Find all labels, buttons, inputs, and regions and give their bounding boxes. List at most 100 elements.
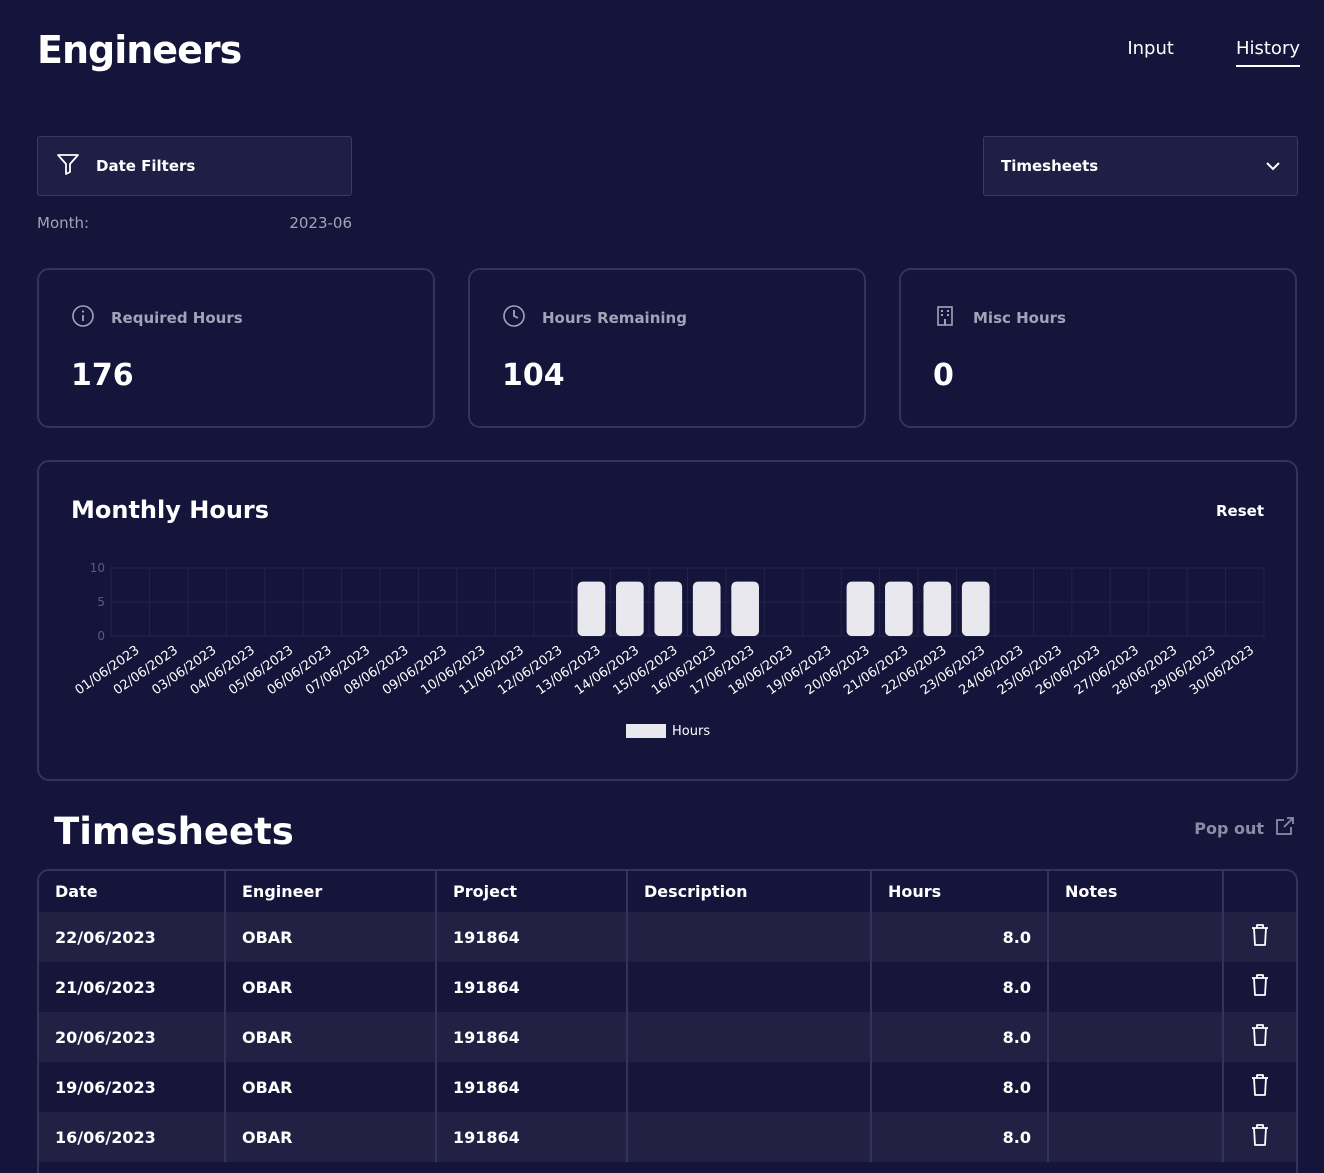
y-tick-label: 0	[97, 629, 105, 643]
bar	[923, 581, 952, 636]
table-row[interactable]: 22/06/2023 OBAR 191864 8.0	[39, 912, 1296, 962]
cell-actions	[1223, 912, 1296, 962]
cell-description	[627, 912, 872, 962]
cell-date: 16/06/2023	[39, 1112, 226, 1162]
cell-date: 22/06/2023	[39, 912, 226, 962]
stat-value: 176	[71, 358, 134, 393]
bar	[692, 581, 721, 636]
trash-icon[interactable]	[1250, 923, 1270, 951]
cell-notes	[1048, 1062, 1224, 1112]
app-title: Engineers	[37, 28, 242, 72]
cell-actions	[1223, 1012, 1296, 1062]
cell-hours: 8.0	[871, 1112, 1049, 1162]
month-value: 2023-06	[289, 214, 352, 232]
bar	[961, 581, 990, 636]
cell-description	[627, 1062, 872, 1112]
y-tick-label: 5	[97, 595, 105, 609]
bar	[846, 581, 875, 636]
stat-card-hours-remaining: Hours Remaining 104	[468, 268, 866, 428]
monthly-hours-chart: 051001/06/202302/06/202303/06/202304/06/…	[73, 561, 1265, 739]
y-tick-label: 10	[90, 561, 105, 575]
cell-actions	[1223, 962, 1296, 1012]
timesheets-title: Timesheets	[54, 810, 294, 853]
column-header-date[interactable]: Date	[39, 871, 226, 912]
bar	[654, 581, 683, 636]
cell-engineer: OBAR	[225, 912, 437, 962]
top-nav: Input History	[1127, 38, 1300, 67]
column-header-hours[interactable]: Hours	[871, 871, 1049, 912]
column-header-engineer[interactable]: Engineer	[225, 871, 437, 912]
stat-card-misc-hours: Misc Hours 0	[899, 268, 1297, 428]
legend-swatch	[626, 724, 666, 738]
cell-project: 191864	[436, 962, 628, 1012]
table-row[interactable]: 19/06/2023 OBAR 191864 8.0	[39, 1062, 1296, 1112]
bar	[731, 581, 759, 636]
cell-engineer: OBAR	[225, 1062, 437, 1112]
date-filters-label: Date Filters	[96, 157, 196, 175]
trash-icon[interactable]	[1250, 1023, 1270, 1051]
clock-icon	[502, 304, 526, 332]
cell-date: 21/06/2023	[39, 962, 226, 1012]
monthly-hours-panel: 0 5 10 01/06/2023 02/06/2023 03/06/2023 04/06/…	[37, 460, 1298, 781]
stat-value: 0	[933, 358, 954, 393]
view-select-value: Timesheets	[1001, 157, 1099, 175]
bar	[577, 581, 606, 636]
stat-card-required-hours: Required Hours 176	[37, 268, 435, 428]
cell-hours: 8.0	[871, 962, 1049, 1012]
trash-icon[interactable]	[1250, 1073, 1270, 1101]
stat-label: Misc Hours	[973, 309, 1066, 327]
nav-input[interactable]: Input	[1127, 38, 1174, 59]
filter-icon	[56, 153, 80, 179]
table-row[interactable]: 21/06/2023 OBAR 191864 8.0	[39, 962, 1296, 1012]
cell-notes	[1048, 1112, 1224, 1162]
cell-hours: 8.0	[871, 912, 1049, 962]
cell-date: 20/06/2023	[39, 1012, 226, 1062]
cell-project: 191864	[436, 1012, 628, 1062]
cell-description	[627, 962, 872, 1012]
chevron-down-icon	[1265, 157, 1281, 175]
cell-notes	[1048, 962, 1224, 1012]
column-header-description[interactable]: Description	[627, 871, 872, 912]
cell-description	[627, 1012, 872, 1062]
cell-hours: 8.0	[871, 1062, 1049, 1112]
table-row[interactable]: 20/06/2023 OBAR 191864 8.0	[39, 1012, 1296, 1062]
bar	[616, 581, 644, 636]
cell-hours: 8.0	[871, 1012, 1049, 1062]
legend-label: Hours	[672, 724, 710, 739]
popout-label: Pop out	[1194, 818, 1264, 838]
cell-engineer: OBAR	[225, 962, 437, 1012]
nav-history[interactable]: History	[1235, 38, 1300, 67]
table-row[interactable]: 16/06/2023 OBAR 191864 8.0	[39, 1112, 1296, 1162]
cell-project: 191864	[436, 912, 628, 962]
stat-label: Hours Remaining	[542, 309, 687, 327]
timesheets-table: Date Engineer Project Description Hours …	[37, 869, 1298, 1173]
info-icon	[71, 304, 95, 332]
stat-label: Required Hours	[111, 309, 243, 327]
cell-engineer: OBAR	[225, 1012, 437, 1062]
cell-project: 191864	[436, 1112, 628, 1162]
cell-notes	[1048, 912, 1224, 962]
chart-title: Monthly Hours	[71, 496, 270, 524]
cell-notes	[1048, 1012, 1224, 1062]
cell-project: 191864	[436, 1062, 628, 1112]
popout-button[interactable]: Pop out	[1194, 815, 1296, 841]
column-header-notes[interactable]: Notes	[1048, 871, 1224, 912]
table-header-row: Date Engineer Project Description Hours …	[39, 871, 1296, 912]
view-select[interactable]: Timesheets	[983, 136, 1298, 196]
column-header-project[interactable]: Project	[436, 871, 628, 912]
external-link-icon	[1274, 815, 1296, 841]
month-row: Month: 2023-06	[37, 214, 352, 232]
reset-button[interactable]: Reset	[1216, 502, 1264, 520]
date-filters-button[interactable]: Date Filters	[37, 136, 352, 196]
trash-icon[interactable]	[1250, 973, 1270, 1001]
cell-actions	[1223, 1062, 1296, 1112]
column-header-actions	[1223, 871, 1296, 912]
cell-engineer: OBAR	[225, 1112, 437, 1162]
month-label: Month:	[37, 214, 90, 232]
bar	[885, 581, 913, 636]
trash-icon[interactable]	[1250, 1123, 1270, 1151]
cell-description	[627, 1112, 872, 1162]
cell-actions	[1223, 1112, 1296, 1162]
stat-value: 104	[502, 358, 565, 393]
cell-date: 19/06/2023	[39, 1062, 226, 1112]
